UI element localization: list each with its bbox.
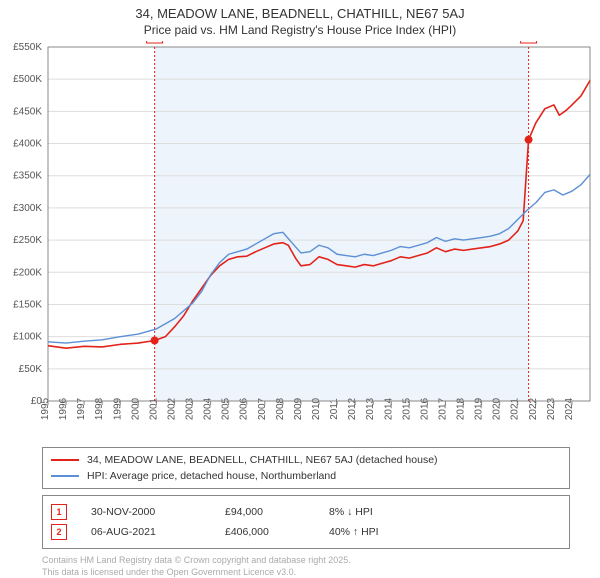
footer-line-2: This data is licensed under the Open Gov…	[42, 567, 570, 578]
y-tick-label: £500K	[13, 74, 42, 85]
marker-number: 2	[51, 524, 67, 540]
footer: Contains HM Land Registry data © Crown c…	[42, 555, 570, 578]
marker-number: 1	[51, 504, 67, 520]
footer-line-1: Contains HM Land Registry data © Crown c…	[42, 555, 570, 567]
chart-subtitle: Price paid vs. HM Land Registry's House …	[0, 21, 600, 41]
marker-delta: 40% ↑ HPI	[329, 526, 379, 538]
marker-box-label: 2	[526, 41, 531, 42]
y-tick-label: £400K	[13, 139, 42, 150]
y-tick-label: £50K	[19, 364, 43, 375]
marker-box-label: 1	[152, 41, 157, 42]
marker-date: 30-NOV-2000	[91, 506, 201, 518]
chart-area: £0£50K£100K£150K£200K£250K£300K£350K£400…	[0, 41, 600, 441]
y-tick-label: £100K	[13, 332, 42, 343]
y-tick-label: £450K	[13, 106, 42, 117]
y-tick-label: £550K	[13, 42, 42, 53]
y-tick-label: £150K	[13, 299, 42, 310]
marker-date: 06-AUG-2021	[91, 526, 201, 538]
y-tick-label: £300K	[13, 203, 42, 214]
legend-row: HPI: Average price, detached house, Nort…	[51, 468, 561, 484]
y-tick-label: £350K	[13, 171, 42, 182]
legend-swatch	[51, 459, 79, 461]
marker-row: 1 30-NOV-2000 £94,000 8% ↓ HPI	[51, 502, 561, 522]
y-tick-label: £250K	[13, 235, 42, 246]
marker-delta: 8% ↓ HPI	[329, 506, 373, 518]
marker-table: 1 30-NOV-2000 £94,000 8% ↓ HPI 2 06-AUG-2021 £…	[42, 495, 570, 549]
y-tick-label: £200K	[13, 267, 42, 278]
marker-price: £406,000	[225, 526, 305, 538]
legend-label: HPI: Average price, detached house, Nort…	[87, 470, 336, 482]
chart-svg: £0£50K£100K£150K£200K£250K£300K£350K£400…	[0, 41, 600, 441]
legend-label: 34, MEADOW LANE, BEADNELL, CHATHILL, NE6…	[87, 454, 438, 466]
legend: 34, MEADOW LANE, BEADNELL, CHATHILL, NE6…	[42, 447, 570, 489]
legend-swatch	[51, 475, 79, 477]
marker-row: 2 06-AUG-2021 £406,000 40% ↑ HPI	[51, 522, 561, 542]
marker-price: £94,000	[225, 506, 305, 518]
shaded-band	[155, 47, 529, 401]
chart-title: 34, MEADOW LANE, BEADNELL, CHATHILL, NE6…	[0, 0, 600, 21]
legend-row: 34, MEADOW LANE, BEADNELL, CHATHILL, NE6…	[51, 452, 561, 468]
